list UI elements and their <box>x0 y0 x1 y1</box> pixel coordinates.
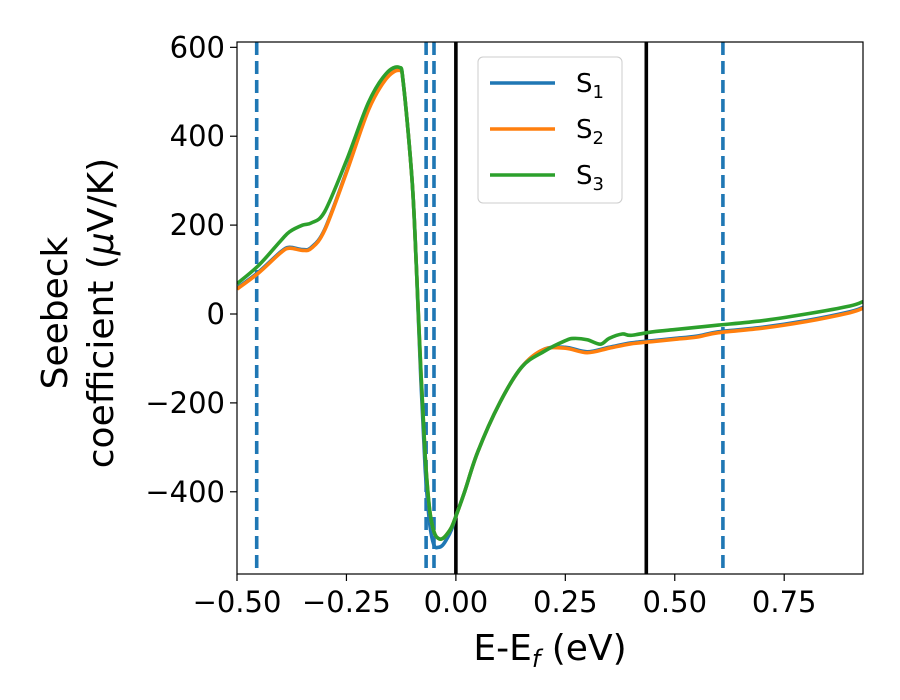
x-axis: −0.50 −0.25 0.00 0.25 0.50 0.75 <box>193 574 817 619</box>
series-lines <box>237 65 863 550</box>
y-axis: −400 −200 0 200 400 600 <box>145 30 237 509</box>
legend: S1 S2 S3 <box>477 56 623 204</box>
legend-label-s2: S2 <box>576 115 604 149</box>
y-axis-label-line2: coefficient (μV/K) <box>81 158 122 468</box>
y-axis-label: Seebeck coefficient (μV/K) <box>35 158 122 468</box>
y-tick-label: 200 <box>170 208 225 242</box>
y-tick-label: −400 <box>145 475 225 509</box>
y-tick-label: 400 <box>170 119 225 153</box>
y-axis-label-line1: Seebeck <box>35 236 76 389</box>
x-axis-label: E-Ef (eV) <box>473 628 626 673</box>
x-tick-label: −0.25 <box>302 585 391 619</box>
vertical-lines <box>254 42 725 574</box>
x-tick-label: 0.50 <box>642 585 707 619</box>
x-tick-label: −0.50 <box>193 585 282 619</box>
legend-label-s1: S1 <box>576 69 604 103</box>
x-tick-label: 0.25 <box>533 585 598 619</box>
y-tick-label: 600 <box>170 30 225 64</box>
y-tick-label: 0 <box>207 297 225 331</box>
x-tick-label: 0.75 <box>752 585 817 619</box>
legend-label-s3: S3 <box>576 161 604 195</box>
y-tick-label: −200 <box>145 386 225 420</box>
series-line-s3 <box>237 65 863 541</box>
x-tick-label: 0.00 <box>424 585 489 619</box>
plot-frame <box>236 41 864 575</box>
